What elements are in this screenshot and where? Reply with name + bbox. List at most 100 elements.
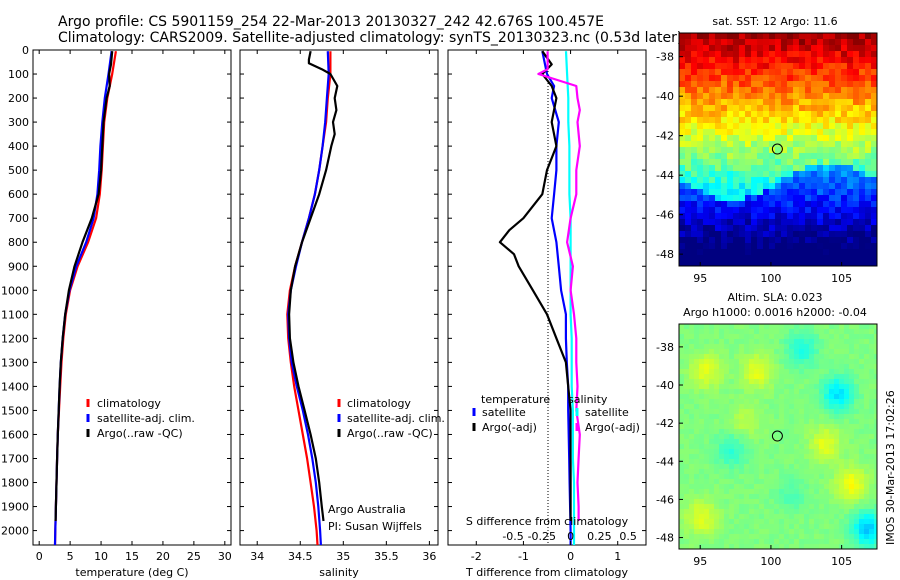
map-cell (751, 111, 758, 118)
map-cell (865, 249, 872, 256)
map-cell (784, 484, 790, 490)
map-cell (823, 207, 830, 214)
map-cell (689, 409, 695, 415)
map-cell (727, 219, 734, 226)
map-cell (859, 364, 865, 370)
map-cell (809, 329, 815, 335)
map-cell (763, 45, 770, 52)
map-cell (859, 474, 865, 480)
map-cell (774, 434, 780, 440)
map-cell (744, 374, 750, 380)
map-cell (817, 141, 824, 148)
map-cell (784, 504, 790, 510)
map-cell (727, 33, 734, 40)
map-cell (774, 339, 780, 345)
map-cell (729, 379, 735, 385)
map-cell (704, 424, 710, 430)
legend-label-argo: Argo(..raw -QC) (347, 427, 433, 440)
map-cell (864, 494, 870, 500)
map-cell (754, 514, 760, 520)
map-cell (714, 349, 720, 355)
map-cell (733, 249, 740, 256)
map-cell (794, 389, 800, 395)
map-cell (809, 349, 815, 355)
map-cell (874, 424, 878, 430)
x-tick-label: 10 (94, 550, 108, 563)
map-cell (724, 419, 730, 425)
map-cell (859, 349, 865, 355)
map-cell (751, 183, 758, 190)
map-cell (819, 424, 825, 430)
map-cell (779, 364, 785, 370)
map-cell (739, 33, 746, 40)
map-cell (694, 339, 700, 345)
map-cell (691, 105, 698, 112)
map-cell (865, 207, 872, 214)
map-cell (823, 249, 830, 256)
map-cell (714, 379, 720, 385)
map-cell (751, 171, 758, 178)
map-cell (764, 329, 770, 335)
map-cell (784, 529, 790, 535)
map-cell (703, 219, 710, 226)
map-cell (853, 45, 860, 52)
map-cell (689, 389, 695, 395)
salinity-difference-tick-label: 0.25 (587, 530, 612, 543)
map-cell (709, 177, 716, 184)
map-cell (869, 414, 875, 420)
map-cell (805, 177, 812, 184)
map-cell (844, 329, 850, 335)
map-cell (754, 499, 760, 505)
map-cell (805, 159, 812, 166)
map-cell (869, 474, 875, 480)
map-cell (775, 153, 782, 160)
map-cell (749, 394, 755, 400)
map-cell (781, 57, 788, 64)
map-cell (745, 177, 752, 184)
map-cell (784, 524, 790, 530)
map-cell (774, 379, 780, 385)
map-cell (784, 334, 790, 340)
map-cell (829, 243, 836, 250)
map-cell (859, 489, 865, 495)
map-cell (759, 499, 765, 505)
map-cell (829, 57, 836, 64)
map-cell (849, 459, 855, 465)
map-cell (859, 207, 866, 214)
map-cell (684, 459, 690, 465)
map-cell (794, 474, 800, 480)
map-cell (829, 379, 835, 385)
map-cell (714, 329, 720, 335)
map-cell (804, 414, 810, 420)
map-cell (694, 409, 700, 415)
map-cell (869, 374, 875, 380)
map-cell (787, 99, 794, 106)
map-cell (764, 449, 770, 455)
argo-position-marker (771, 430, 783, 442)
map-cell (709, 105, 716, 112)
map-cell (793, 201, 800, 208)
map-cell (824, 339, 830, 345)
depth-tick-label: 700 (8, 212, 29, 225)
map-cell (779, 329, 785, 335)
map-cell (724, 484, 730, 490)
map-cell (685, 99, 692, 106)
map-cell (719, 409, 725, 415)
map-cell (809, 374, 815, 380)
map-cell (754, 399, 760, 405)
map-cell (787, 51, 794, 58)
map-cell (829, 105, 836, 112)
map-cell (779, 414, 785, 420)
map-cell (764, 399, 770, 405)
map-cell (719, 534, 725, 540)
map-cell (853, 75, 860, 82)
map-cell (729, 354, 735, 360)
map-cell (864, 409, 870, 415)
map-cell (849, 434, 855, 440)
map-cell (739, 324, 745, 330)
map-cell (685, 165, 692, 172)
map-cell (814, 529, 820, 535)
map-cell (799, 349, 805, 355)
map-cell (793, 243, 800, 250)
map-cell (829, 414, 835, 420)
